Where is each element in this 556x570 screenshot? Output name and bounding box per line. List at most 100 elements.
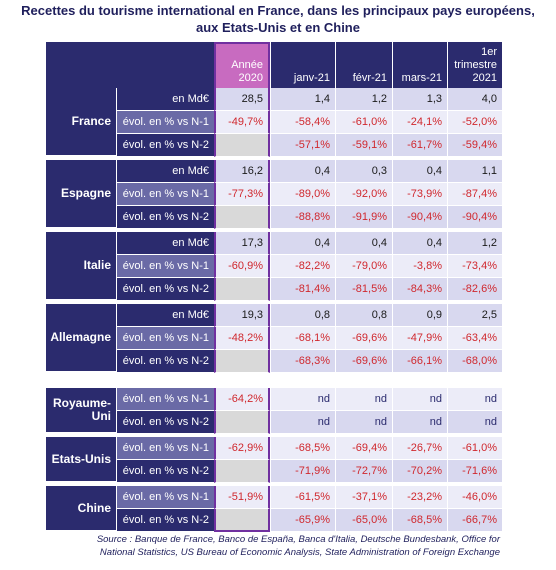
value-cell: -68,5%: [392, 509, 447, 532]
value-cell: [214, 350, 270, 373]
value-cell: nd: [392, 388, 447, 411]
row-label: en Md€: [116, 232, 214, 255]
value-cell: 19,3: [214, 304, 270, 327]
value-cell: -71,6%: [447, 460, 502, 483]
country: Allemagne: [46, 304, 116, 373]
row-label: évol. en % vs N-1: [116, 388, 214, 411]
source: Source : Banque de France, Banco de Espa…: [96, 534, 500, 545]
value-cell: -26,7%: [392, 437, 447, 460]
value-cell: -3,8%: [392, 255, 447, 278]
value-cell: -70,2%: [392, 460, 447, 483]
row-label: évol. en % vs N-2: [116, 278, 214, 301]
value-cell: -69,4%: [335, 437, 392, 460]
value-cell: -65,0%: [335, 509, 392, 532]
value-cell: -24,1%: [392, 111, 447, 134]
value-cell: [214, 206, 270, 229]
value-cell: -64,2%: [214, 388, 270, 411]
title: aux Etats-Unis et en Chine: [196, 20, 360, 35]
row-label: évol. en % vs N-2: [116, 134, 214, 157]
value-cell: -62,9%: [214, 437, 270, 460]
country: Royaume-Uni: [46, 388, 116, 434]
value-cell: -81,5%: [335, 278, 392, 301]
value-cell: -61,0%: [447, 437, 502, 460]
value-cell: [214, 411, 270, 434]
value-cell: 0,8: [270, 304, 335, 327]
value-cell: -68,3%: [270, 350, 335, 373]
value-cell: 0,4: [270, 160, 335, 183]
row-label: évol. en % vs N-2: [116, 411, 214, 434]
value-cell: -23,2%: [392, 486, 447, 509]
value-cell: 1,1: [447, 160, 502, 183]
value-cell: -77,3%: [214, 183, 270, 206]
row-label: évol. en % vs N-1: [116, 486, 214, 509]
country: Chine: [46, 486, 116, 532]
value-cell: -89,0%: [270, 183, 335, 206]
column-header: janv-21: [270, 42, 335, 88]
column-header: févr-21: [335, 42, 392, 88]
row-label: évol. en % vs N-1: [116, 255, 214, 278]
value-cell: -91,9%: [335, 206, 392, 229]
value-cell: -92,0%: [335, 183, 392, 206]
value-cell: 1,3: [392, 88, 447, 111]
value-cell: 17,3: [214, 232, 270, 255]
value-cell: -61,7%: [392, 134, 447, 157]
value-cell: -81,4%: [270, 278, 335, 301]
value-cell: -69,6%: [335, 327, 392, 350]
value-cell: 1,2: [335, 88, 392, 111]
row-label: évol. en % vs N-1: [116, 437, 214, 460]
value-cell: nd: [447, 388, 502, 411]
value-cell: 4,0: [447, 88, 502, 111]
row-label: évol. en % vs N-2: [116, 509, 214, 532]
value-cell: 0,3: [335, 160, 392, 183]
country: Etats-Unis: [46, 437, 116, 483]
value-cell: -68,5%: [270, 437, 335, 460]
value-cell: [214, 134, 270, 157]
value-cell: -59,4%: [447, 134, 502, 157]
value-cell: -47,9%: [392, 327, 447, 350]
value-cell: -68,1%: [270, 327, 335, 350]
country: Italie: [46, 232, 116, 301]
value-cell: 0,4: [392, 160, 447, 183]
value-cell: 28,5: [214, 88, 270, 111]
value-cell: nd: [270, 411, 335, 434]
value-cell: -51,9%: [214, 486, 270, 509]
country: Espagne: [46, 160, 116, 229]
value-cell: -46,0%: [447, 486, 502, 509]
value-cell: 1,4: [270, 88, 335, 111]
column-header: Année 2020: [214, 42, 270, 88]
row-label: évol. en % vs N-1: [116, 111, 214, 134]
value-cell: 16,2: [214, 160, 270, 183]
value-cell: nd: [392, 411, 447, 434]
value-cell: -73,9%: [392, 183, 447, 206]
value-cell: -59,1%: [335, 134, 392, 157]
value-cell: -52,0%: [447, 111, 502, 134]
row-label: évol. en % vs N-1: [116, 183, 214, 206]
value-cell: nd: [270, 388, 335, 411]
value-cell: -84,3%: [392, 278, 447, 301]
value-cell: -49,7%: [214, 111, 270, 134]
value-cell: -48,2%: [214, 327, 270, 350]
row-label: en Md€: [116, 88, 214, 111]
row-label: évol. en % vs N-1: [116, 327, 214, 350]
header-blank: [46, 42, 214, 88]
value-cell: 0,9: [392, 304, 447, 327]
value-cell: -79,0%: [335, 255, 392, 278]
value-cell: -82,2%: [270, 255, 335, 278]
value-cell: -66,1%: [392, 350, 447, 373]
value-cell: -71,9%: [270, 460, 335, 483]
source: National Statistics, US Bureau of Econom…: [99, 547, 500, 558]
value-cell: -63,4%: [447, 327, 502, 350]
column-header: 1er trimestre 2021: [447, 42, 502, 88]
column-header: mars-21: [392, 42, 447, 88]
value-cell: nd: [335, 388, 392, 411]
row-label: en Md€: [116, 304, 214, 327]
value-cell: -61,0%: [335, 111, 392, 134]
value-cell: -60,9%: [214, 255, 270, 278]
value-cell: -82,6%: [447, 278, 502, 301]
value-cell: -90,4%: [392, 206, 447, 229]
value-cell: -87,4%: [447, 183, 502, 206]
row-label: évol. en % vs N-2: [116, 460, 214, 483]
value-cell: -73,4%: [447, 255, 502, 278]
row-label: en Md€: [116, 160, 214, 183]
